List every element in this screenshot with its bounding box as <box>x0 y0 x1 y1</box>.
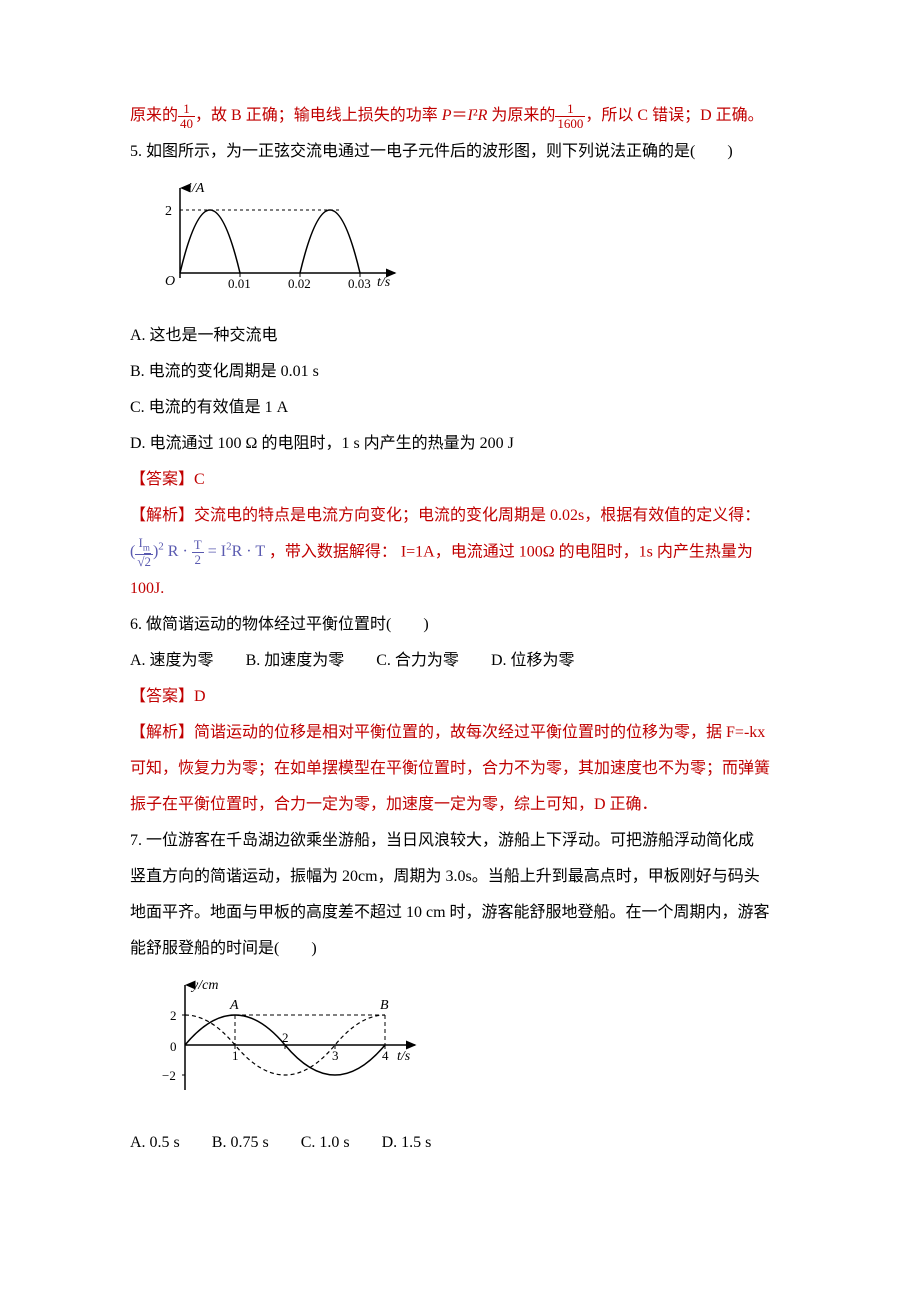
frac-im-sqrt2: Im√2 <box>135 536 153 569</box>
q5-expl-t1: 交流电的特点是电流方向变化；电流的变化周期是 0.02s，根据有效值的定义得： <box>194 507 760 524</box>
top-text-4: ，所以 C 错误；D 正确。 <box>585 107 763 124</box>
q7-stem-4: 能舒服登船的时间是( ) <box>130 933 790 965</box>
q7-opt-a: A. 0.5 s <box>130 1134 180 1151</box>
origin-label: O <box>165 274 175 289</box>
q5-figure: i/A 2 O 0.01 0.02 0.03 t/s <box>140 178 790 310</box>
q6-opt-a: A. 速度为零 <box>130 652 214 669</box>
q7-point-b: B <box>380 998 389 1013</box>
q7-y-label: y/cm <box>190 978 218 993</box>
q5-opt-b: B. 电流的变化周期是 0.01 s <box>130 356 790 388</box>
q7-x-tick-2: 2 <box>282 1030 289 1045</box>
top-fragment: 原来的140，故 B 正确；输电线上损失的功率 P＝I²R 为原来的11600，… <box>130 100 790 132</box>
q5-options: A. 这也是一种交流电 B. 电流的变化周期是 0.01 s C. 电流的有效值… <box>130 320 790 460</box>
x-tick-3: 0.03 <box>348 276 371 291</box>
q6-options: A. 速度为零 B. 加速度为零 C. 合力为零 D. 位移为零 <box>130 645 790 677</box>
q7-stem-3: 地面平齐。地面与甲板的高度差不超过 10 cm 时，游客能舒服地登船。在一个周期… <box>130 897 790 929</box>
frac-1-40: 140 <box>178 102 195 132</box>
q5-ans-label: 【答案】 <box>130 471 194 488</box>
var-R: R <box>478 107 488 124</box>
q7-opt-b: B. 0.75 s <box>212 1134 269 1151</box>
frac-T-2: T2 <box>192 538 204 568</box>
q7-y-tick-0: 0 <box>170 1039 177 1054</box>
q6-stem: 6. 做简谐运动的物体经过平衡位置时( ) <box>130 609 790 641</box>
q7-stem-1: 7. 一位游客在千岛湖边欲乘坐游船，当日风浪较大，游船上下浮动。可把游船浮动简化… <box>130 825 790 857</box>
q6-opt-b: B. 加速度为零 <box>246 652 345 669</box>
q6-expl-label: 【解析】 <box>130 724 194 741</box>
x-tick-1: 0.01 <box>228 276 251 291</box>
q6-answer: 【答案】D <box>130 681 790 713</box>
q6-expl-3: 振子在平衡位置时，合力一定为零，加速度一定为零，综上可知，D 正确． <box>130 789 790 821</box>
q6-ans-val: D <box>194 688 206 705</box>
top-text-2: ，故 B 正确；输电线上损失的功率 <box>195 107 442 124</box>
y-axis-label: i/A <box>188 181 205 196</box>
q6-opt-c: C. 合力为零 <box>376 652 459 669</box>
q7-point-a: A <box>229 998 239 1013</box>
x-axis-label: t/s <box>377 275 391 290</box>
q6-opt-d: D. 位移为零 <box>491 652 575 669</box>
top-text-1: 原来的 <box>130 107 178 124</box>
q7-x-tick-4: 4 <box>382 1048 389 1063</box>
q5-expl-label: 【解析】 <box>130 507 194 524</box>
q6-expl-1: 【解析】简谐运动的位移是相对平衡位置的，故每次经过平衡位置时的位移为零，据 F=… <box>130 717 790 749</box>
q5-ans-val: C <box>194 471 205 488</box>
x-tick-2: 0.02 <box>288 276 311 291</box>
q6-ans-label: 【答案】 <box>130 688 194 705</box>
q7-y-tick-2: 2 <box>170 1008 177 1023</box>
q5-explanation-1: 【解析】交流电的特点是电流方向变化；电流的变化周期是 0.02s，根据有效值的定… <box>130 500 790 532</box>
q5-expl-t2: ，带入数据解得： I=1A，电流通过 100Ω 的电阻时，1s 内产生热量为 <box>269 543 753 560</box>
q7-opt-d: D. 1.5 s <box>382 1134 432 1151</box>
q5-expl-t3: 100J. <box>130 573 790 605</box>
q5-opt-d: D. 电流通过 100 Ω 的电阻时，1 s 内产生的热量为 200 J <box>130 428 790 460</box>
q5-formula: (Im√2)2 R · T2 = I2R · T <box>130 543 269 560</box>
q5-opt-a: A. 这也是一种交流电 <box>130 320 790 352</box>
y-tick-2: 2 <box>165 204 172 219</box>
q7-x-label: t/s <box>397 1049 411 1064</box>
q6-expl-t1: 简谐运动的位移是相对平衡位置的，故每次经过平衡位置时的位移为零，据 F=-kx <box>194 724 765 741</box>
q7-options: A. 0.5 s B. 0.75 s C. 1.0 s D. 1.5 s <box>130 1127 790 1159</box>
q5-stem: 5. 如图所示，为一正弦交流电通过一电子元件后的波形图，则下列说法正确的是( ) <box>130 136 790 168</box>
frac-1-1600: 11600 <box>555 102 585 132</box>
eq-sign: ＝ <box>451 107 467 124</box>
q7-figure: y/cm 2 0 −2 1 2 3 4 t/s A B <box>140 975 790 1117</box>
top-text-3: 为原来的 <box>487 107 555 124</box>
q5-expl-formula-line: (Im√2)2 R · T2 = I2R · T ，带入数据解得： I=1A，电… <box>130 536 790 569</box>
q7-stem-2: 竖直方向的简谐运动，振幅为 20cm，周期为 3.0s。当船上升到最高点时，甲板… <box>130 861 790 893</box>
q7-y-tick-m2: −2 <box>162 1068 176 1083</box>
q7-x-tick-1: 1 <box>232 1048 239 1063</box>
q6-expl-2: 可知，恢复力为零；在如单摆模型在平衡位置时，合力不为零，其加速度也不为零；而弹簧 <box>130 753 790 785</box>
q7-x-tick-3: 3 <box>332 1048 339 1063</box>
q7-opt-c: C. 1.0 s <box>301 1134 350 1151</box>
q5-opt-c: C. 电流的有效值是 1 A <box>130 392 790 424</box>
q5-answer: 【答案】C <box>130 464 790 496</box>
